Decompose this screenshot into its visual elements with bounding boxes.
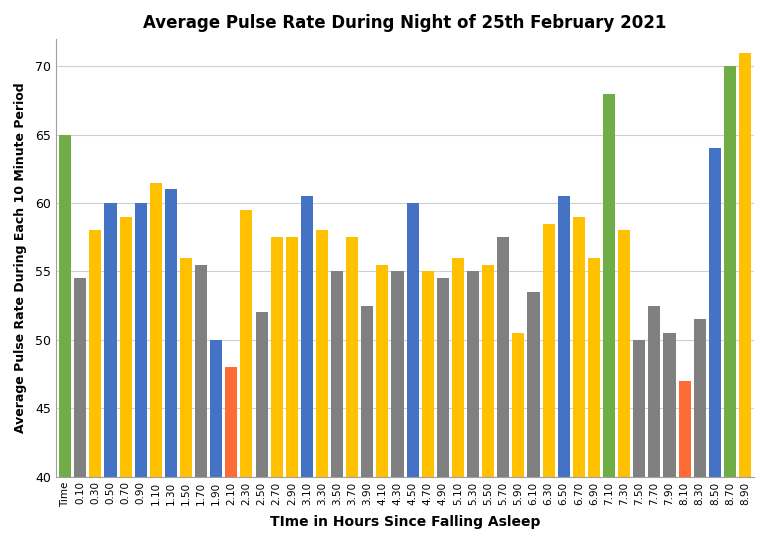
Bar [225,367,237,543]
Bar [694,319,706,543]
Bar [573,217,585,543]
Bar [316,230,328,543]
Bar [542,224,554,543]
Bar [512,333,525,543]
Bar [180,258,192,543]
Bar [588,258,600,543]
Bar [74,278,86,543]
Bar [664,333,676,543]
Bar [724,66,736,543]
Bar [104,203,117,543]
Bar [59,135,71,543]
Bar [376,264,389,543]
Bar [528,292,540,543]
X-axis label: TIme in Hours Since Falling Asleep: TIme in Hours Since Falling Asleep [270,515,540,529]
Bar [558,196,570,543]
Bar [422,272,434,543]
Bar [392,272,404,543]
Bar [270,237,283,543]
Bar [467,272,479,543]
Bar [240,210,253,543]
Bar [346,237,358,543]
Bar [165,190,177,543]
Bar [256,312,267,543]
Bar [634,340,645,543]
Bar [452,258,464,543]
Bar [89,230,101,543]
Bar [406,203,419,543]
Bar [361,306,373,543]
Bar [210,340,222,543]
Bar [437,278,449,543]
Bar [120,217,131,543]
Bar [286,237,298,543]
Bar [134,203,147,543]
Bar [301,196,313,543]
Title: Average Pulse Rate During Night of 25th February 2021: Average Pulse Rate During Night of 25th … [144,14,667,32]
Bar [331,272,343,543]
Bar [679,381,690,543]
Bar [618,230,631,543]
Bar [497,237,509,543]
Bar [150,182,162,543]
Bar [648,306,660,543]
Y-axis label: Average Pulse Rate During Each 10 Minute Period: Average Pulse Rate During Each 10 Minute… [14,83,27,433]
Bar [195,264,207,543]
Bar [739,53,751,543]
Bar [482,264,495,543]
Bar [709,148,721,543]
Bar [603,94,615,543]
